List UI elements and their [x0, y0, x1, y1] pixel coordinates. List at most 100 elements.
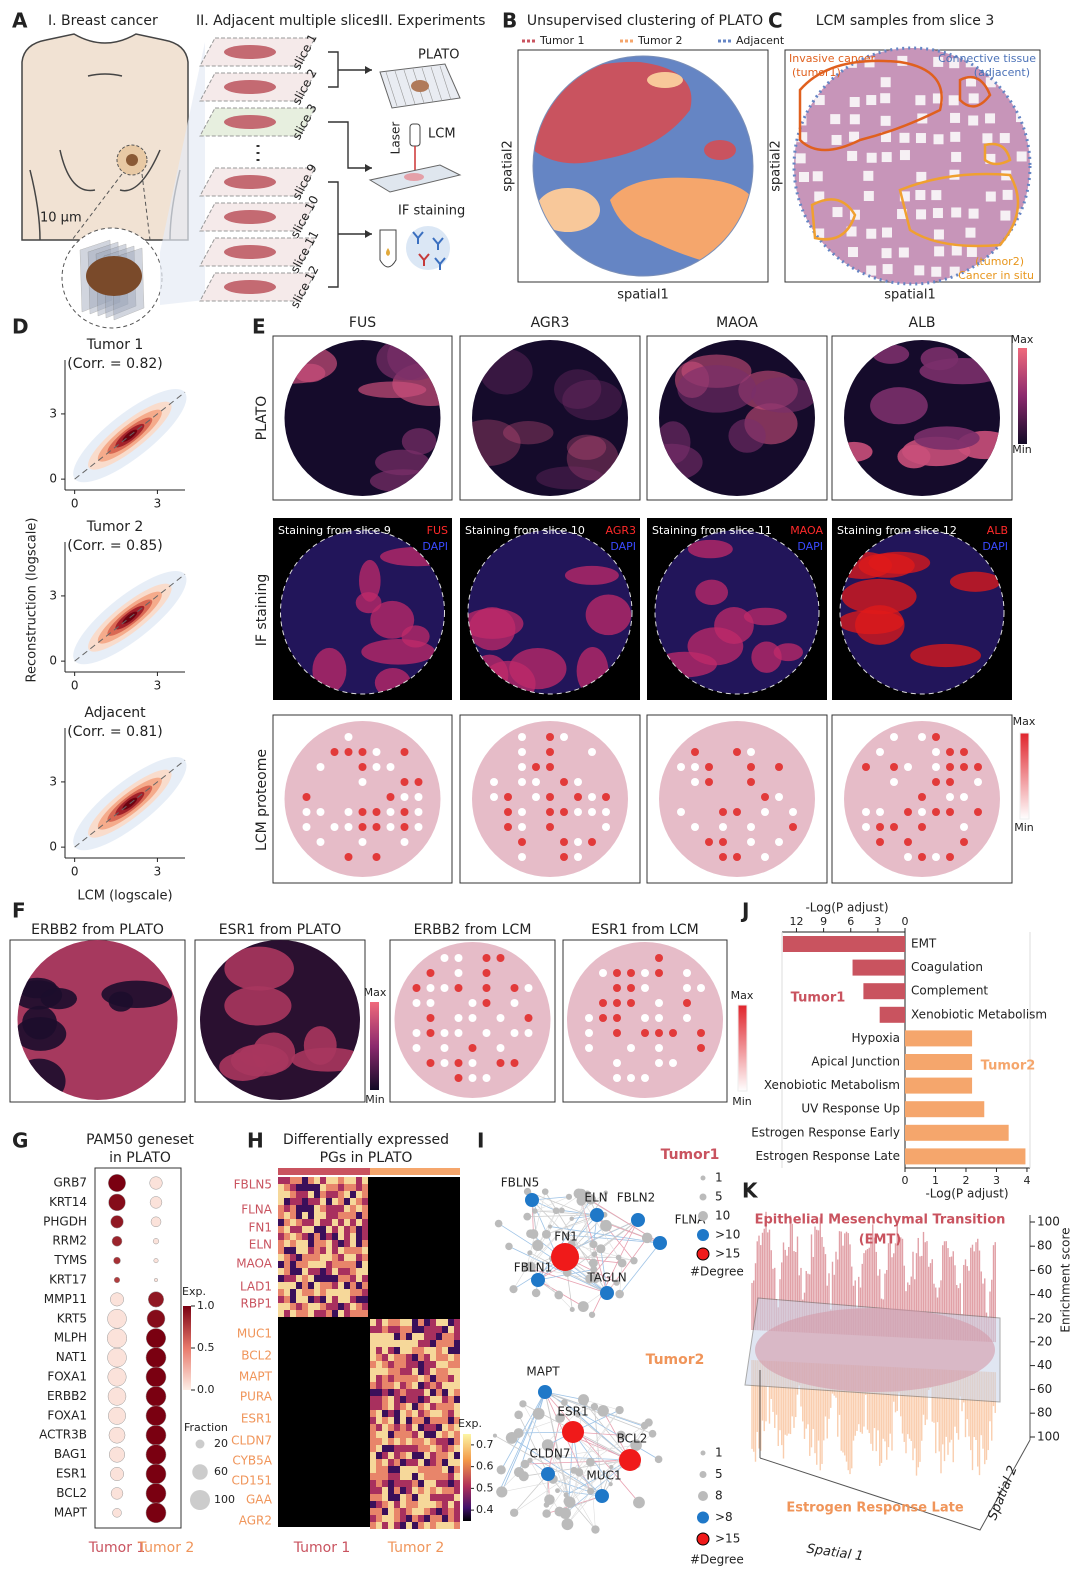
heat-cell [284, 1240, 290, 1247]
heat-cell [382, 1368, 388, 1375]
lcm-spot [546, 763, 554, 771]
lcm-spot [373, 808, 381, 816]
heat-cell [382, 1340, 388, 1347]
lcm-spot [469, 999, 477, 1007]
heat-cell [344, 1184, 350, 1191]
lcm-spot [683, 1014, 691, 1022]
lcm-spot [761, 793, 769, 801]
heat-cell [320, 1275, 326, 1282]
label: MLPH [54, 1331, 87, 1345]
lcm-spot [613, 999, 621, 1007]
arrow-head [365, 230, 372, 238]
lcm-spot [373, 763, 381, 771]
heat-cell [442, 1368, 448, 1375]
signal [239, 1044, 281, 1067]
heat-cell [388, 1459, 394, 1466]
heat-cell [406, 1438, 412, 1445]
heat-cell [376, 1389, 382, 1396]
heat-cell [454, 1515, 460, 1522]
lcm-spot [613, 1059, 621, 1067]
heat-cell [290, 1275, 296, 1282]
lcm-spot [469, 1014, 477, 1022]
category-label: Estrogen Response Late [755, 1149, 900, 1163]
lcm-spot [415, 778, 423, 786]
node [532, 1208, 538, 1214]
heat-cell [370, 1347, 376, 1354]
heat-cell [320, 1289, 326, 1296]
heat-cell [296, 1177, 302, 1184]
heat-cell [388, 1501, 394, 1508]
label: 0.7 [476, 1438, 494, 1451]
heat-cell [308, 1303, 314, 1310]
heat-cell [332, 1177, 338, 1184]
lcm-spot [683, 969, 691, 977]
heat-cell [320, 1254, 326, 1261]
lcm-spot [427, 1014, 435, 1022]
heat-cell [406, 1396, 412, 1403]
lcm-spot [918, 853, 926, 861]
label: ERBB2 [47, 1389, 87, 1403]
heat-cell [442, 1515, 448, 1522]
node [597, 1405, 608, 1416]
heat-cell [356, 1226, 362, 1233]
label: Tumor1 [661, 1147, 720, 1163]
x-tick-label: 0 [71, 865, 79, 879]
label: II. Adjacent multiple slices [196, 13, 379, 29]
bar [905, 1101, 984, 1117]
label: ESR1 from LCM [591, 922, 699, 938]
heat-cell [344, 1261, 350, 1268]
lcm-sample [866, 95, 876, 105]
heat-cell [454, 1326, 460, 1333]
gene-title: MAOA [716, 315, 758, 331]
heat-cell [412, 1368, 418, 1375]
lcm-spot [946, 808, 954, 816]
lcm-spot [427, 984, 435, 992]
heat-cell [370, 1410, 376, 1417]
heat-cell [362, 1254, 368, 1261]
label: Adjacent [736, 34, 785, 47]
label: MAPT [239, 1370, 273, 1384]
lcm-sample [881, 77, 891, 87]
lcm-spot [518, 748, 526, 756]
heat-cell [388, 1340, 394, 1347]
heat-cell [448, 1452, 454, 1459]
label: Tumor 2 [387, 1540, 445, 1556]
label: Estrogen Response Late [786, 1501, 963, 1516]
heat-cell [370, 1522, 376, 1529]
lcm-spot [599, 969, 607, 977]
heat-cell [356, 1268, 362, 1275]
node [633, 1497, 645, 1509]
lcm-spot [455, 1029, 463, 1037]
heat-cell [412, 1340, 418, 1347]
label: Spatial 1 [806, 1542, 865, 1565]
heat-cell [454, 1438, 460, 1445]
lcm-spot [974, 808, 982, 816]
dot [108, 1174, 125, 1191]
heat-cell [388, 1382, 394, 1389]
heat-cell [436, 1445, 442, 1452]
heat-cell [382, 1480, 388, 1487]
node [560, 1508, 571, 1519]
heat-cell [320, 1219, 326, 1226]
heat-cell [382, 1319, 388, 1326]
heat-cell [338, 1212, 344, 1219]
z-tick-label: 20 [1037, 1334, 1052, 1348]
heat-cell [344, 1233, 350, 1240]
heat-cell [388, 1466, 394, 1473]
label: FOXA1 [47, 1408, 87, 1422]
lcm-spot [401, 778, 409, 786]
heat-cell [394, 1347, 400, 1354]
lcm-spot [413, 999, 421, 1007]
region [647, 72, 683, 88]
heat-cell [436, 1375, 442, 1382]
plate-sample [411, 80, 429, 92]
lcm-spot [373, 853, 381, 861]
heat-cell [442, 1347, 448, 1354]
label: Staining from slice 12 [837, 524, 957, 537]
heat-cell [344, 1219, 350, 1226]
heat-cell [308, 1219, 314, 1226]
heat-cell [430, 1494, 436, 1501]
dot [109, 1427, 125, 1443]
lcm-spot [427, 999, 435, 1007]
lcm-spot [525, 1029, 533, 1037]
